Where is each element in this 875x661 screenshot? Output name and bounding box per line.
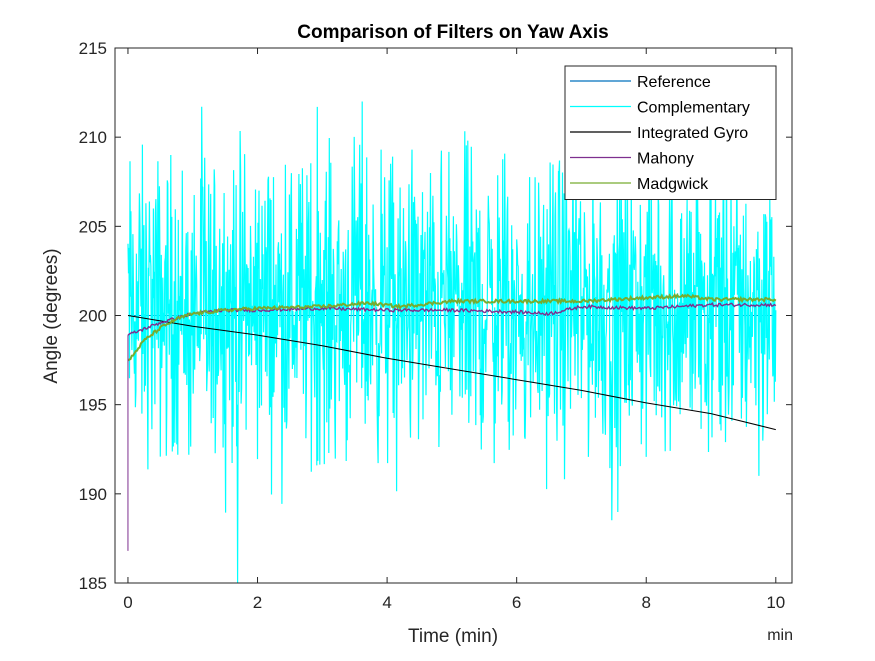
- y-tick-label: 185: [79, 574, 107, 593]
- legend-label-reference: Reference: [637, 74, 711, 91]
- y-axis-label: Angle (degrees): [41, 248, 62, 383]
- x-tick-label: 10: [766, 593, 785, 612]
- legend-box: [564, 65, 777, 200]
- plot-content: [127, 97, 777, 583]
- x-axis-unit-label: min: [767, 627, 793, 644]
- y-tick-label: 205: [79, 217, 107, 236]
- legend: Reference Complementary Integrated Gyro Mah…: [564, 65, 777, 200]
- x-tick-label: 4: [382, 593, 391, 612]
- y-tick-label: 200: [79, 307, 107, 326]
- series-line-complementary: [127, 97, 777, 583]
- chart-title: Comparison of Filters on Yaw Axis: [297, 22, 608, 43]
- series-line-integrated-gyro: [127, 315, 776, 431]
- x-tick-label: 2: [253, 593, 262, 612]
- x-axis-label: Time (min): [408, 626, 498, 647]
- legend-label-mahony: Mahony: [637, 151, 694, 168]
- x-tick-label: 8: [642, 593, 651, 612]
- legend-label-madgwick: Madgwick: [637, 176, 709, 193]
- series-line-madgwick: [127, 293, 777, 362]
- y-tick-label: 195: [79, 396, 107, 415]
- x-tick-label: 0: [123, 593, 132, 612]
- y-tick-label: 215: [79, 39, 107, 58]
- y-tick-label: 210: [79, 128, 107, 147]
- legend-label-complementary: Complementary: [637, 100, 750, 117]
- y-tick-label: 190: [79, 485, 107, 504]
- axis-ticks: 0 2 4 6 8 10 185 190 195 200 205 210 215: [79, 39, 792, 612]
- x-tick-label: 6: [512, 593, 521, 612]
- legend-label-integrated-gyro: Integrated Gyro: [637, 125, 748, 142]
